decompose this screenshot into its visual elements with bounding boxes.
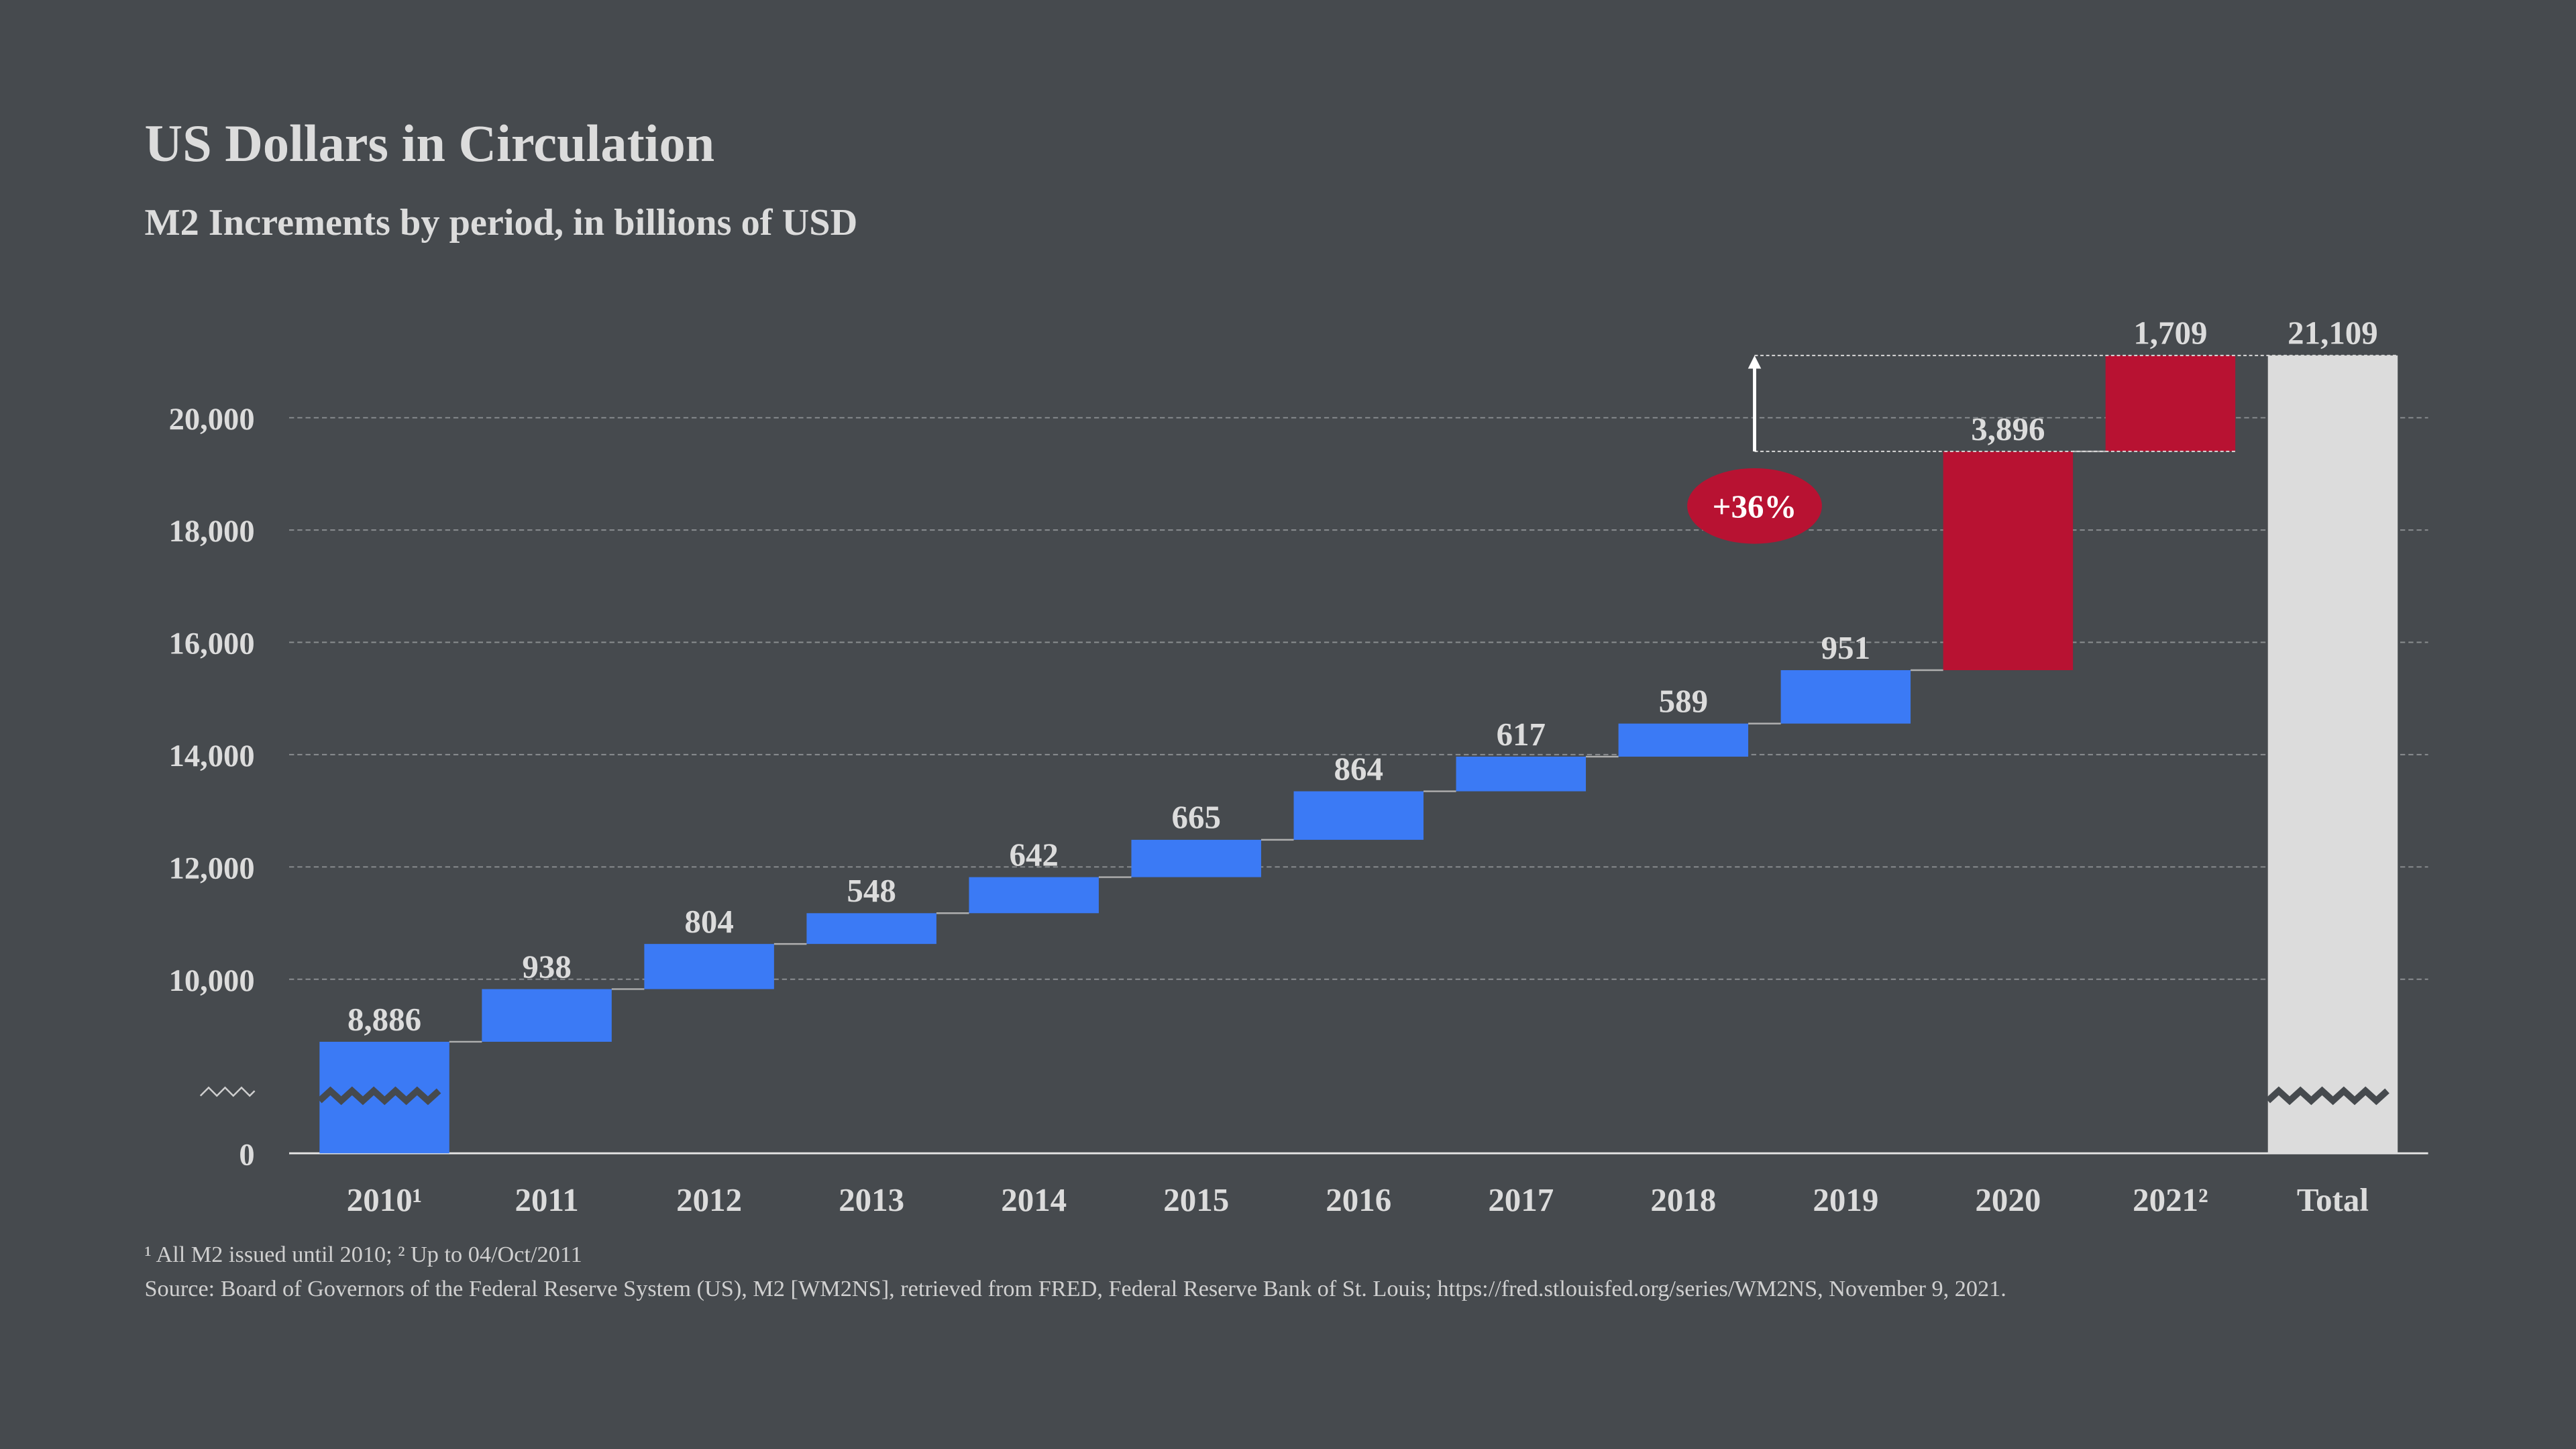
- x-tick-label: 2020: [1975, 1181, 2041, 1218]
- y-tick-label: 16,000: [169, 627, 255, 661]
- axis-break-mark: [199, 1086, 256, 1097]
- bar: [2105, 355, 2236, 451]
- bar: [1943, 451, 2074, 671]
- value-label: 589: [1659, 682, 1708, 719]
- value-label: 1,709: [2133, 315, 2207, 352]
- x-tick-label: 2016: [1326, 1181, 1391, 1218]
- bar: [1456, 756, 1587, 792]
- x-tick-label: 2018: [1650, 1181, 1716, 1218]
- plot: 0 10,000 12,000 14,000 16,000 18,000 20,000 8,8…: [169, 315, 2428, 1218]
- value-label: 548: [847, 872, 896, 909]
- value-label: 951: [1821, 629, 1870, 666]
- y-tick-label: 12,000: [169, 851, 255, 885]
- x-tick-label: Total: [2297, 1181, 2369, 1218]
- source: Source: Board of Governors of the Federa…: [145, 1276, 2006, 1301]
- y-tick-label: 14,000: [169, 739, 255, 773]
- value-label: 938: [522, 948, 571, 985]
- x-tick-label: 2015: [1163, 1181, 1229, 1218]
- bar: [969, 877, 1099, 914]
- x-tick-label: 2012: [676, 1181, 742, 1218]
- total-bar: [2267, 355, 2398, 1154]
- footnote: ¹ All M2 issued until 2010; ² Up to 04/O…: [145, 1242, 582, 1267]
- value-label: 617: [1497, 716, 1546, 753]
- bar: [1618, 723, 1749, 757]
- bar: [644, 944, 774, 989]
- chart-title: US Dollars in Circulation: [145, 114, 715, 172]
- annotation-badge: [1687, 468, 1822, 544]
- bar: [482, 989, 612, 1042]
- chart-subtitle: M2 Increments by period, in billions of …: [145, 202, 858, 244]
- value-label: 804: [684, 903, 733, 940]
- value-label: 3,896: [1971, 411, 2045, 447]
- value-label: 665: [1171, 799, 1220, 836]
- value-label: 8,886: [347, 1001, 421, 1038]
- x-tick-label: 2011: [515, 1181, 578, 1218]
- x-tick-label: 2013: [839, 1181, 904, 1218]
- bar: [1780, 670, 1911, 724]
- value-label: 642: [1009, 836, 1058, 873]
- value-label: 864: [1334, 750, 1383, 787]
- y-tick-label: 20,000: [169, 402, 255, 437]
- x-tick-label: 2017: [1488, 1181, 1554, 1218]
- x-tick-label: 2010¹: [347, 1181, 423, 1218]
- arrow-head: [1748, 355, 1762, 369]
- value-label: 21,109: [2288, 315, 2378, 352]
- y-tick-label: 10,000: [169, 964, 255, 998]
- bar: [1293, 791, 1424, 840]
- annotation-label: +36%: [1713, 488, 1797, 525]
- bar: [806, 913, 936, 945]
- overlay: +36%: [317, 354, 2398, 1106]
- break-mark: [317, 1086, 441, 1106]
- x-tick-label: 2021²: [2133, 1181, 2208, 1218]
- y-tick-label: 0: [239, 1138, 254, 1172]
- bar: [1131, 839, 1261, 877]
- x-tick-label: 2019: [1813, 1181, 1878, 1218]
- x-tick-label: 2014: [1001, 1181, 1067, 1218]
- y-tick-label: 18,000: [169, 515, 255, 549]
- break-mark: [2265, 1086, 2390, 1106]
